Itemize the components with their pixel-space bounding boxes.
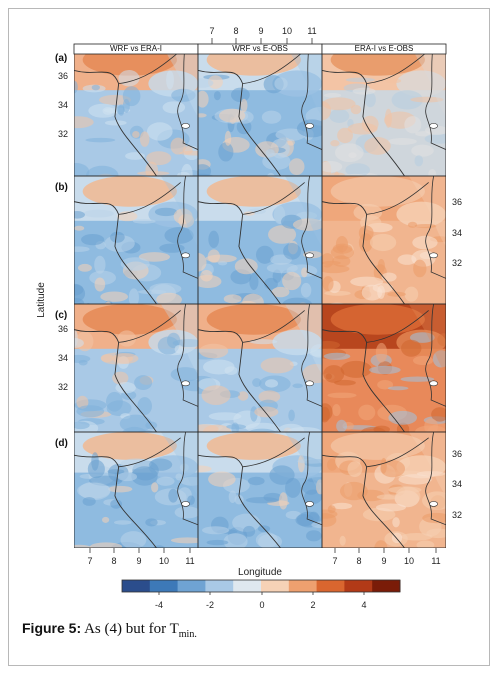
colorbar-segment-9 xyxy=(372,580,401,592)
caption-label: Figure 5: xyxy=(22,620,82,636)
colorbar-segment-1 xyxy=(149,580,179,592)
bottom-lon-tick-7-left: 7 xyxy=(87,556,92,566)
bottom-lon-tick-8-left: 8 xyxy=(111,556,116,566)
panel-label-d: (d) xyxy=(55,438,68,449)
map-panel-a-1 xyxy=(74,44,198,176)
map-panel-c-2 xyxy=(198,304,322,432)
x-axis-title: Longitude xyxy=(238,567,282,578)
map-panel-d-2 xyxy=(198,432,322,548)
colorbar-segment-0 xyxy=(122,580,151,592)
top-lon-tick-9: 9 xyxy=(258,26,263,36)
bottom-lon-tick-11-right: 11 xyxy=(431,556,440,566)
bottom-lon-tick-9-left: 9 xyxy=(136,556,141,566)
column-header-2: WRF vs E-OBS xyxy=(232,44,288,53)
bottom-lon-tick-9-right: 9 xyxy=(381,556,386,566)
map-panel-b-3 xyxy=(322,176,446,304)
colorbar-segment-2 xyxy=(177,580,206,592)
bottom-lon-tick-7-right: 7 xyxy=(332,556,337,566)
colorbar-tick-minus2: -2 xyxy=(206,600,214,610)
lat-tick-36-d: 36 xyxy=(452,449,462,459)
top-lon-tick-11: 11 xyxy=(307,26,316,36)
top-lon-tick-10: 10 xyxy=(282,26,292,36)
colorbar xyxy=(121,579,401,595)
y-axis-title: Latitude xyxy=(36,282,47,318)
lat-tick-32-b: 32 xyxy=(452,258,462,268)
panel-label-a: (a) xyxy=(55,53,67,64)
column-header-1: WRF vs ERA-I xyxy=(110,44,162,53)
colorbar-segment-5 xyxy=(261,580,290,592)
bottom-lon-tick-10-left: 10 xyxy=(159,556,169,566)
colorbar-segment-7 xyxy=(316,580,345,592)
caption-subscript: min. xyxy=(178,629,197,640)
bottom-lon-tick-8-right: 8 xyxy=(356,556,361,566)
lat-tick-36-a: 36 xyxy=(58,71,68,81)
map-panel-d-3 xyxy=(322,432,446,548)
column-header-strip-3 xyxy=(321,43,447,55)
panel-label-c: (c) xyxy=(55,310,67,321)
colorbar-segment-3 xyxy=(205,580,234,592)
colorbar-tick-0: 0 xyxy=(259,600,264,610)
caption-text: As (4) but for T xyxy=(84,621,179,637)
colorbar-segment-4 xyxy=(233,580,262,592)
figure-caption: Figure 5: As (4) but for Tmin. xyxy=(22,620,482,640)
colorbar-tick-2: 2 xyxy=(310,600,315,610)
lat-tick-36-c: 36 xyxy=(58,324,68,334)
map-panel-c-1 xyxy=(74,304,198,432)
map-panel-d-1 xyxy=(74,432,198,548)
map-panel-c-3 xyxy=(322,304,446,432)
colorbar-tick-4: 4 xyxy=(361,600,366,610)
lat-tick-32-c: 32 xyxy=(58,382,68,392)
map-panel-a-3 xyxy=(322,44,446,176)
column-header-3: ERA-I vs E-OBS xyxy=(355,44,414,53)
lat-tick-32-a: 32 xyxy=(58,129,68,139)
bottom-lon-tick-10-right: 10 xyxy=(404,556,414,566)
colorbar-segment-8 xyxy=(344,580,373,592)
colorbar-outline xyxy=(121,579,401,593)
lat-tick-32-d: 32 xyxy=(452,510,462,520)
lat-tick-34-a: 34 xyxy=(58,100,68,110)
lat-tick-34-b: 34 xyxy=(452,228,462,238)
map-panel-b-2 xyxy=(198,176,322,304)
lat-tick-34-c: 34 xyxy=(58,353,68,363)
top-lon-tick-7: 7 xyxy=(209,26,214,36)
top-lon-tick-8: 8 xyxy=(233,26,238,36)
map-panel-b-1 xyxy=(74,176,198,304)
panel-label-b: (b) xyxy=(55,182,68,193)
map-panel-a-2 xyxy=(198,44,322,176)
colorbar-tick-minus4: -4 xyxy=(155,600,163,610)
lat-tick-34-d: 34 xyxy=(452,479,462,489)
lat-tick-36-b: 36 xyxy=(452,197,462,207)
bottom-lon-tick-11-left: 11 xyxy=(185,556,194,566)
colorbar-segment-6 xyxy=(288,580,318,592)
